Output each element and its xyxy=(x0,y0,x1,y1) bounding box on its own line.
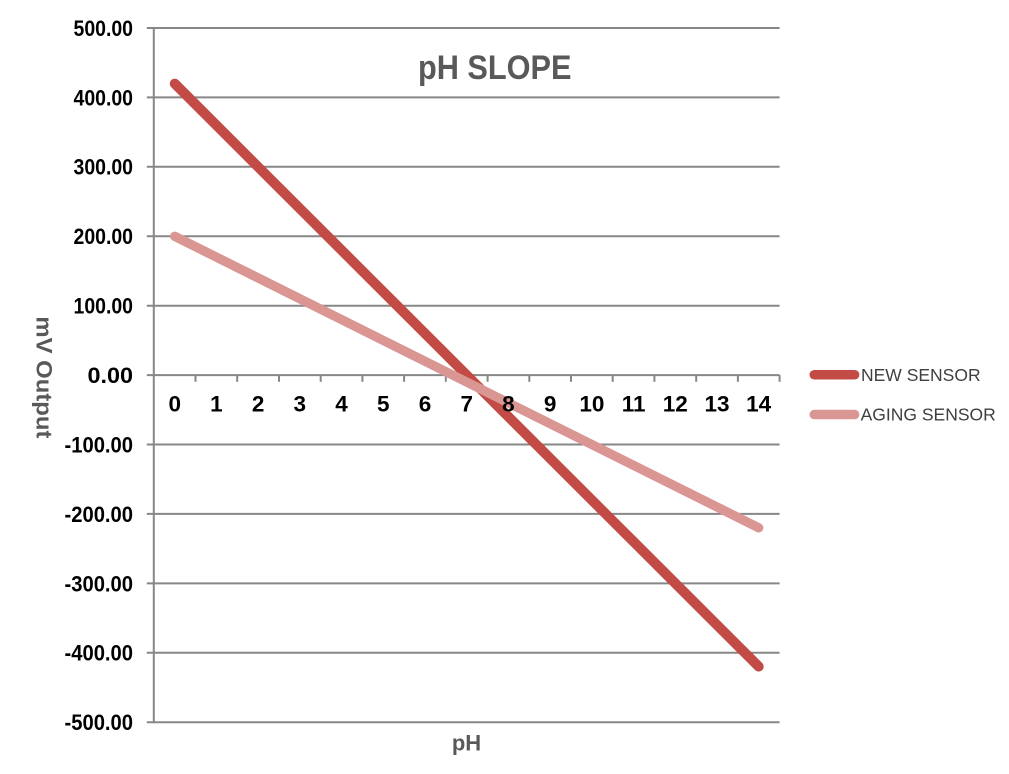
svg-text:200.00: 200.00 xyxy=(74,224,134,249)
svg-text:6: 6 xyxy=(419,392,432,417)
svg-text:pH SLOPE: pH SLOPE xyxy=(418,49,572,87)
svg-text:400.00: 400.00 xyxy=(74,85,134,110)
svg-text:2: 2 xyxy=(252,392,265,417)
svg-text:-100.00: -100.00 xyxy=(65,432,134,457)
svg-text:5: 5 xyxy=(377,392,390,417)
svg-text:13: 13 xyxy=(704,392,729,417)
svg-text:AGING SENSOR: AGING SENSOR xyxy=(861,405,996,425)
svg-text:100.00: 100.00 xyxy=(74,294,134,319)
svg-text:500.00: 500.00 xyxy=(74,16,134,41)
svg-text:14: 14 xyxy=(746,392,772,417)
svg-text:-500.00: -500.00 xyxy=(65,710,134,735)
svg-text:0.00: 0.00 xyxy=(88,363,134,388)
svg-text:8: 8 xyxy=(502,392,515,417)
svg-text:mV Output: mV Output xyxy=(32,316,57,439)
svg-text:NEW SENSOR: NEW SENSOR xyxy=(861,365,981,385)
svg-text:1: 1 xyxy=(210,392,223,417)
svg-text:300.00: 300.00 xyxy=(74,155,134,180)
svg-text:-300.00: -300.00 xyxy=(65,571,134,596)
svg-text:pH: pH xyxy=(452,731,481,756)
svg-text:11: 11 xyxy=(622,392,646,417)
svg-text:7: 7 xyxy=(460,392,473,417)
svg-text:3: 3 xyxy=(294,392,307,417)
svg-text:-200.00: -200.00 xyxy=(65,502,134,527)
svg-text:9: 9 xyxy=(544,392,557,417)
svg-text:0: 0 xyxy=(168,392,181,417)
svg-text:10: 10 xyxy=(579,392,604,417)
svg-text:-400.00: -400.00 xyxy=(65,641,134,666)
svg-text:4: 4 xyxy=(335,392,348,417)
svg-text:12: 12 xyxy=(663,392,688,417)
